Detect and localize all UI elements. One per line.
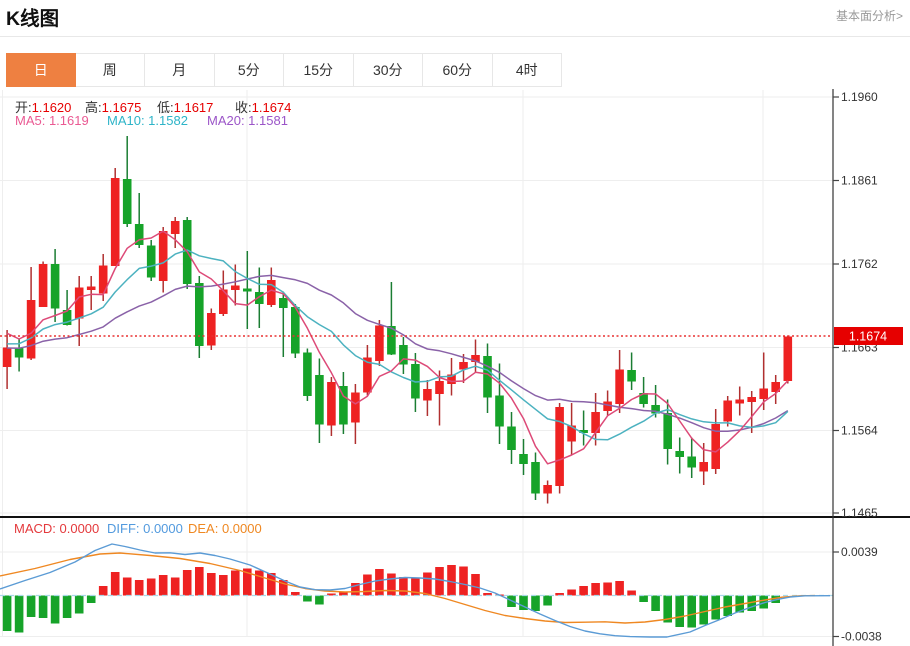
- svg-text:1.1465: 1.1465: [841, 506, 878, 520]
- svg-text:1.1564: 1.1564: [841, 424, 878, 438]
- svg-text:1.1960: 1.1960: [841, 90, 878, 104]
- svg-text:0.0039: 0.0039: [841, 545, 878, 559]
- svg-text:1.1674: 1.1674: [849, 330, 887, 344]
- svg-text:-0.0038: -0.0038: [841, 630, 882, 644]
- svg-text:1.1861: 1.1861: [841, 174, 878, 188]
- svg-text:1.1762: 1.1762: [841, 257, 878, 271]
